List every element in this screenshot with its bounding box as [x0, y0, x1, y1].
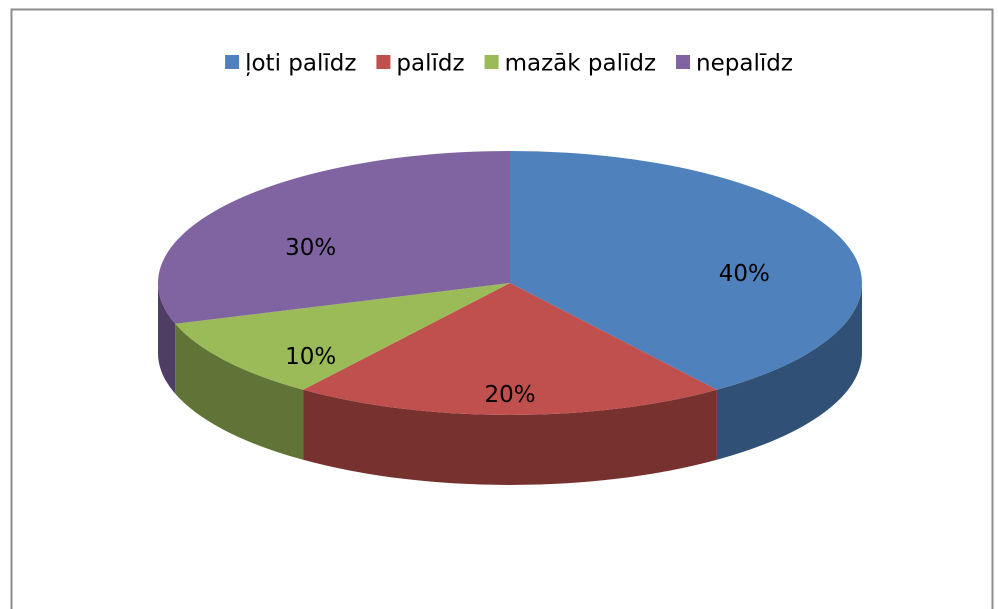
pie-slice-side — [716, 283, 862, 460]
chart-border — [10, 8, 994, 609]
legend-item: ļoti palīdz — [225, 51, 356, 77]
legend-label: ļoti palīdz — [245, 51, 356, 77]
legend-label: mazāk palīdz — [505, 51, 656, 77]
data-label: 10% — [285, 344, 336, 370]
legend-swatch — [676, 55, 691, 69]
pie-tops — [157, 151, 863, 416]
pie-slice — [510, 151, 863, 390]
data-label: 30% — [285, 235, 336, 261]
pie-slice-side — [303, 389, 717, 485]
legend-swatch — [484, 55, 499, 69]
legend-label: nepalīdz — [696, 51, 793, 77]
legend-item: nepalīdz — [676, 51, 793, 77]
legend-swatch — [376, 55, 391, 69]
legend-item: palīdz — [376, 51, 465, 77]
data-labels: 40% 20% 10% 30% — [285, 235, 770, 408]
pie-slice — [303, 283, 717, 416]
pie-slice-side — [158, 283, 176, 394]
pie-slice — [157, 151, 511, 324]
pie-slice — [175, 283, 511, 390]
data-label: 40% — [719, 261, 770, 287]
data-label: 20% — [484, 382, 535, 408]
legend: ļoti palīdz palīdz mazāk palīdz nepalīdz — [225, 51, 793, 77]
pie-slice-side — [175, 323, 304, 460]
legend-swatch — [225, 55, 240, 69]
legend-label: palīdz — [396, 51, 464, 77]
pie-sides — [158, 283, 862, 485]
legend-item: mazāk palīdz — [484, 51, 656, 77]
